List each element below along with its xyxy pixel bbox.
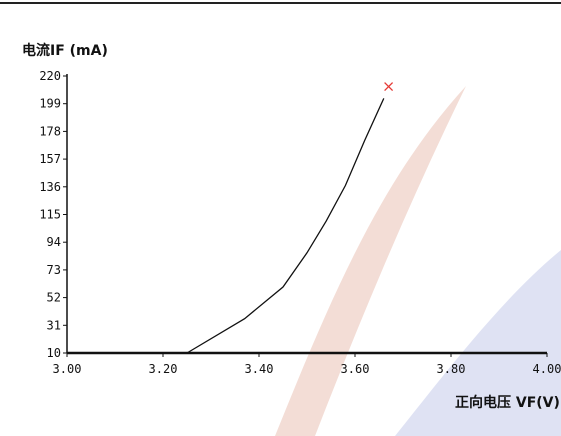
y-tick-label: 178 (39, 124, 61, 138)
y-tick-label: 52 (47, 291, 61, 305)
x-tick-label: 4.00 (533, 362, 561, 376)
y-tick-label: 157 (39, 152, 61, 166)
y-tick-label: 199 (39, 97, 61, 111)
end-marker-stroke (384, 82, 394, 92)
x-ticks: 3.00 3.20 3.40 3.60 3.80 4.00 (53, 353, 561, 376)
y-tick-label: 94 (47, 235, 61, 249)
series-line (186, 98, 385, 354)
x-tick-label: 3.60 (341, 362, 370, 376)
x-tick-label: 3.80 (437, 362, 466, 376)
x-axis-label: 正向电压 VF(V) (455, 394, 560, 411)
y-tick-label: 31 (47, 318, 61, 332)
x-tick-label: 3.20 (149, 362, 178, 376)
y-axis-label: 电流IF (mA) (22, 42, 108, 59)
watermark-logo (275, 86, 561, 436)
y-tick-label: 73 (47, 263, 61, 277)
y-tick-label: 220 (39, 69, 61, 83)
watermark-red-swoosh (275, 86, 466, 436)
y-ticks: 220 199 178 157 136 115 94 73 52 31 10 (39, 69, 67, 360)
end-marker (384, 82, 394, 92)
y-tick-label: 10 (47, 346, 61, 360)
x-tick-label: 3.00 (53, 362, 82, 376)
y-tick-label: 136 (39, 180, 61, 194)
y-tick-label: 115 (39, 208, 61, 222)
x-tick-label: 3.40 (245, 362, 274, 376)
watermark-blue-swoosh (395, 250, 561, 436)
